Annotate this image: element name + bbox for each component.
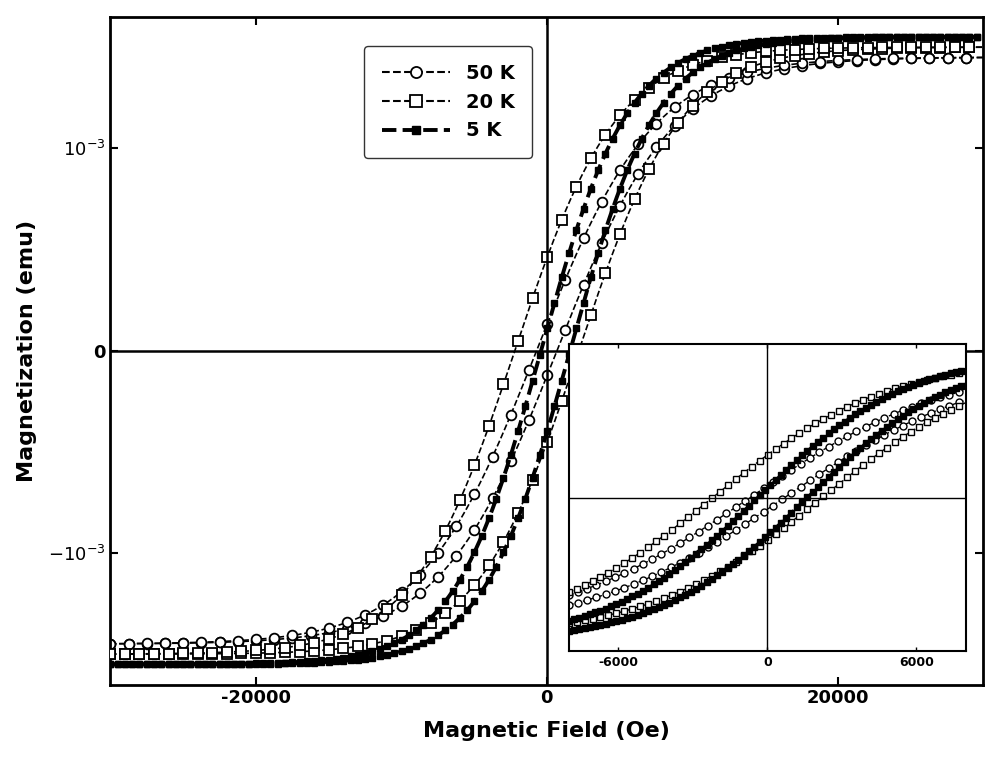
20 K xyxy=(581,321,593,330)
X-axis label: Magnetic Field (Oe): Magnetic Field (Oe) xyxy=(423,722,670,741)
Line: 50 K: 50 K xyxy=(105,52,988,649)
5 K xyxy=(104,659,116,669)
50 K xyxy=(581,271,593,280)
20 K xyxy=(563,375,575,384)
20 K xyxy=(104,650,116,659)
Line: 5 K: 5 K xyxy=(107,33,987,668)
5 K xyxy=(581,285,593,294)
Line: 20 K: 20 K xyxy=(105,42,988,659)
20 K xyxy=(483,561,495,570)
50 K xyxy=(977,53,989,62)
5 K xyxy=(563,350,575,359)
5 K xyxy=(251,659,263,669)
50 K xyxy=(220,637,232,647)
Y-axis label: Magnetization (emu): Magnetization (emu) xyxy=(17,220,37,481)
20 K xyxy=(977,42,989,52)
50 K xyxy=(563,316,575,325)
50 K xyxy=(104,639,116,648)
5 K xyxy=(398,646,410,655)
Legend: 50 K, 20 K, 5 K: 50 K, 20 K, 5 K xyxy=(364,46,532,158)
50 K xyxy=(483,500,495,509)
5 K xyxy=(483,575,495,584)
50 K xyxy=(398,600,410,609)
20 K xyxy=(220,649,232,658)
5 K xyxy=(977,33,989,42)
20 K xyxy=(398,631,410,640)
5 K xyxy=(220,659,232,669)
50 K xyxy=(251,636,263,645)
20 K xyxy=(251,649,263,658)
